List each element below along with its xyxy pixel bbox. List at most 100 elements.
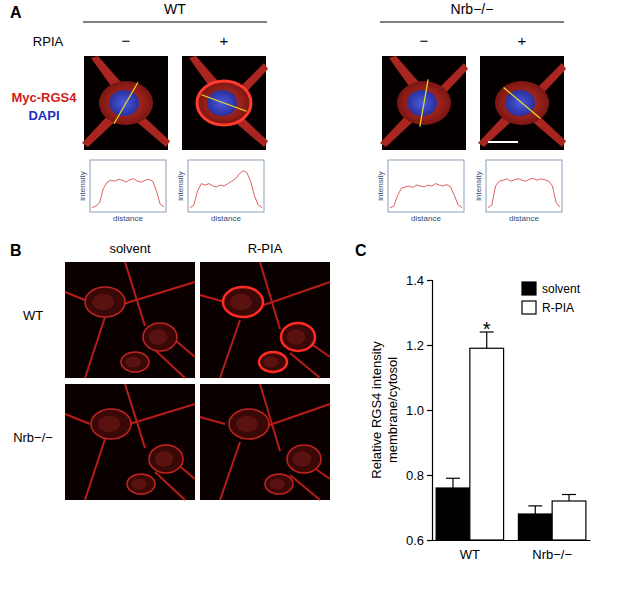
- cell-body: [85, 287, 125, 317]
- tick-label: 0.8: [406, 468, 424, 483]
- error-bar-cap: [562, 494, 576, 495]
- profile-line: [190, 171, 262, 208]
- axis-title: intensity: [376, 171, 385, 200]
- nucleus: [269, 479, 284, 490]
- axis-title: membrane/cytosol: [385, 357, 400, 463]
- cell-process: [260, 262, 280, 329]
- panel-c-chart: 0.60.81.01.21.4WTNrb−/−Relative RGS4 int…: [369, 273, 591, 562]
- plot-area: [92, 179, 164, 208]
- panel-a: WTNrb−/−RPIA−+−+Myc-RGS4DAPIintensitydis…: [11, 1, 566, 223]
- nucleus: [505, 90, 535, 116]
- tick-mark: [427, 410, 432, 411]
- x-tick: WT: [460, 540, 480, 562]
- cell-body: [265, 474, 293, 494]
- error-bar: [528, 506, 542, 514]
- y-tick: 0.8: [406, 468, 432, 483]
- cell-body: [149, 445, 183, 473]
- tick-mark: [427, 345, 432, 346]
- tick-label: 1.0: [406, 403, 424, 418]
- micrograph: [82, 56, 170, 150]
- axis-title: intensity: [176, 171, 185, 200]
- condition-label: −: [420, 32, 429, 49]
- cell-process: [220, 442, 240, 500]
- axis-line: [433, 540, 591, 541]
- nucleus: [236, 416, 258, 433]
- micrograph: [478, 56, 566, 150]
- tick-mark: [427, 475, 432, 476]
- micrograph-background: [65, 384, 195, 500]
- micrograph: [182, 56, 268, 150]
- tick-label: WT: [460, 547, 480, 562]
- cell-body: [259, 352, 287, 372]
- micrograph-background: [65, 262, 195, 378]
- legend: solventR-PIA: [522, 282, 581, 315]
- plot-area: [190, 171, 262, 208]
- axis-title: distance: [411, 214, 441, 223]
- column-label: solvent: [109, 241, 151, 256]
- plot-frame: [486, 160, 562, 212]
- nucleus: [207, 90, 237, 116]
- micrograph-background: [200, 384, 330, 500]
- profile-line-marker: [114, 82, 138, 124]
- cell-body: [223, 287, 263, 317]
- panel-label: C: [355, 242, 367, 259]
- x-tick: Nrb−/−: [532, 540, 572, 562]
- legend-swatch: [522, 282, 536, 295]
- group-rule: [380, 22, 564, 23]
- tick-mark: [427, 540, 432, 541]
- cell-process: [175, 340, 195, 357]
- nucleus: [92, 294, 114, 311]
- y-tick: 0.6: [406, 533, 432, 548]
- cell-process: [155, 472, 185, 500]
- cell-body: [229, 409, 269, 439]
- plot-area: [488, 178, 560, 207]
- error-bar: [446, 478, 460, 488]
- y-axis: 0.6 0.8 1.0 1.2 1.4: [406, 273, 433, 548]
- tick-label: 1.4: [406, 273, 424, 288]
- micrograph: [65, 262, 195, 378]
- profile-line-marker: [504, 88, 541, 119]
- y-tick: 1.2: [406, 338, 432, 353]
- row-label: Nrb−/−: [13, 430, 53, 445]
- tick-label: 0.6: [406, 533, 424, 548]
- profile-chart: intensitydistance: [474, 160, 562, 223]
- error-bar-stem: [452, 478, 453, 488]
- row-label: WT: [23, 308, 43, 323]
- scale-bar: [488, 141, 518, 143]
- nucleus: [263, 357, 278, 368]
- condition-label: −: [122, 32, 131, 49]
- profile-line-marker: [201, 95, 246, 111]
- cell-body: [197, 81, 251, 125]
- axis-title: distance: [211, 214, 241, 223]
- nucleus: [287, 329, 306, 344]
- tick-mark: [427, 280, 432, 281]
- nucleus: [125, 357, 140, 368]
- profile-chart: intensitydistance: [78, 160, 166, 223]
- error-bar-stem: [568, 495, 569, 502]
- axis-title: intensity: [474, 171, 483, 200]
- cell-process: [200, 417, 225, 424]
- bar: [436, 488, 470, 540]
- nucleus: [109, 90, 139, 116]
- legend-label: R-PIA: [542, 301, 574, 315]
- cell-process: [290, 353, 320, 378]
- axis-title: distance: [113, 214, 143, 223]
- profile-line: [92, 179, 164, 208]
- plot-frame: [90, 160, 166, 212]
- annotation: *: [483, 318, 491, 340]
- cell-process: [155, 350, 185, 378]
- bar: [470, 348, 504, 540]
- plot-frame: [388, 160, 464, 212]
- cell-process: [125, 262, 145, 326]
- micrograph-background: [200, 262, 330, 378]
- nucleus: [98, 416, 120, 433]
- stain-label: Myc-RGS4: [11, 90, 77, 105]
- error-bar-cap: [446, 478, 460, 479]
- condition-label: +: [518, 32, 527, 49]
- legend-swatch: [522, 301, 536, 314]
- micrograph: [200, 384, 330, 500]
- cell-process: [65, 414, 90, 424]
- column-label: R-PIA: [248, 241, 283, 256]
- plot-area: [436, 332, 586, 540]
- cell-process: [220, 320, 240, 378]
